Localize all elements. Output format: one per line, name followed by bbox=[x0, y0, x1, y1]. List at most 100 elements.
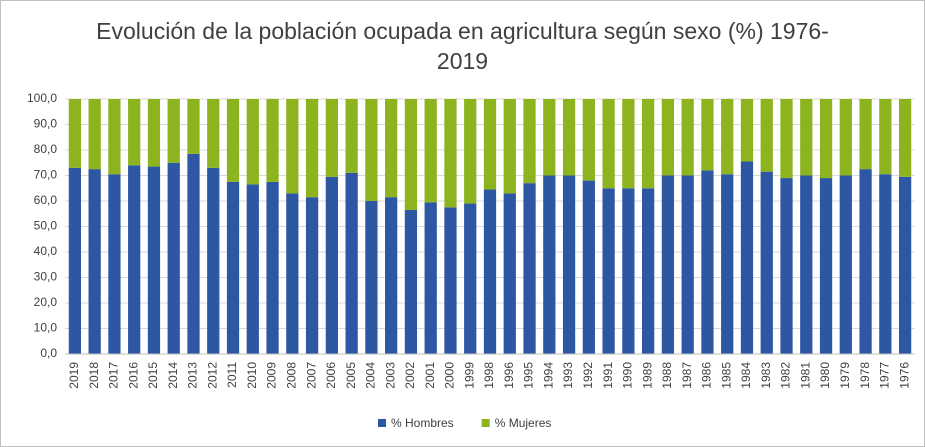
bar-segment bbox=[365, 99, 378, 201]
bar-segment bbox=[266, 181, 279, 354]
bar-segment bbox=[385, 197, 398, 354]
bar-segment bbox=[108, 174, 121, 354]
bar-segment bbox=[424, 99, 437, 203]
x-tick-label: 1992 bbox=[581, 362, 595, 389]
x-tick-label: 1978 bbox=[858, 362, 872, 389]
bar-segment bbox=[898, 99, 912, 177]
bar-segment bbox=[661, 99, 675, 176]
bar-segment bbox=[681, 99, 694, 176]
x-tick-label: 2009 bbox=[265, 362, 279, 389]
x-tick-label: 2004 bbox=[364, 362, 378, 389]
bar-segment bbox=[503, 193, 516, 354]
x-tick-label: 1993 bbox=[561, 362, 575, 389]
bar-segment bbox=[681, 175, 694, 354]
bar-segment bbox=[187, 153, 200, 354]
x-tick-label: 2008 bbox=[284, 362, 298, 389]
x-tick-label: 2015 bbox=[146, 362, 160, 389]
bar-segment bbox=[701, 170, 714, 354]
legend-label: % Hombres bbox=[391, 416, 454, 430]
y-tick-label: 50,0 bbox=[34, 219, 58, 233]
bar-segment bbox=[543, 175, 556, 354]
x-tick-label: 2005 bbox=[344, 362, 358, 389]
x-tick-label: 1981 bbox=[798, 362, 812, 389]
x-tick-label: 1989 bbox=[640, 362, 654, 389]
bar-segment bbox=[819, 99, 833, 179]
y-tick-label: 30,0 bbox=[34, 270, 58, 284]
bar-segment bbox=[444, 99, 457, 208]
x-tick-label: 2012 bbox=[205, 362, 219, 389]
bar-segment bbox=[226, 99, 240, 182]
bar-segment bbox=[800, 99, 813, 176]
y-tick-label: 70,0 bbox=[34, 168, 58, 182]
bar-segment bbox=[286, 193, 299, 354]
x-tick-label: 1998 bbox=[482, 362, 496, 389]
bar-segment bbox=[642, 99, 655, 189]
bar-segment bbox=[562, 175, 576, 354]
x-tick-label: 2018 bbox=[87, 362, 101, 389]
x-tick-label: 1983 bbox=[759, 362, 773, 389]
bar-segment bbox=[325, 176, 338, 354]
bar-segment bbox=[740, 161, 754, 354]
bar-segment bbox=[305, 99, 319, 198]
bar-segment bbox=[523, 99, 536, 184]
x-tick-label: 1991 bbox=[601, 362, 615, 389]
bar-segment bbox=[642, 188, 655, 354]
bar-segment bbox=[464, 99, 477, 204]
bar-segment bbox=[760, 99, 773, 172]
bar-segment bbox=[760, 171, 773, 354]
bar-segment bbox=[325, 99, 338, 177]
bar-segment bbox=[286, 99, 299, 194]
x-tick-label: 1994 bbox=[541, 362, 555, 389]
bar-segment bbox=[345, 172, 358, 354]
x-tick-label: 1986 bbox=[700, 362, 714, 389]
y-tick-label: 0,0 bbox=[40, 346, 57, 360]
bar-segment bbox=[800, 175, 813, 354]
bar-segment bbox=[661, 175, 675, 354]
x-tick-label: 2014 bbox=[166, 362, 180, 389]
bar-segment bbox=[167, 99, 180, 163]
bar-segment bbox=[187, 99, 200, 154]
bar-segment bbox=[385, 99, 398, 198]
bar-segment bbox=[839, 99, 852, 176]
bar-segment bbox=[207, 99, 220, 168]
bar-segment bbox=[582, 99, 595, 181]
y-tick-label: 60,0 bbox=[34, 193, 58, 207]
bar-segment bbox=[444, 207, 457, 354]
bar-segment bbox=[68, 167, 82, 354]
bar-segment bbox=[562, 99, 576, 176]
y-tick-label: 10,0 bbox=[34, 321, 58, 335]
bar-segment bbox=[483, 189, 497, 354]
x-tick-label: 2019 bbox=[67, 362, 81, 389]
bar-segment bbox=[128, 165, 141, 354]
x-tick-label: 1985 bbox=[719, 362, 733, 389]
x-tick-label: 1990 bbox=[621, 362, 635, 389]
x-tick-label: 1984 bbox=[739, 362, 753, 389]
bar-segment bbox=[305, 197, 319, 354]
bar-segment bbox=[859, 169, 872, 354]
legend-swatch bbox=[481, 419, 490, 427]
bar-segment bbox=[68, 99, 82, 168]
bar-segment bbox=[721, 174, 734, 354]
x-tick-label: 1988 bbox=[660, 362, 674, 389]
x-tick-label: 2016 bbox=[126, 362, 140, 389]
x-tick-label: 1999 bbox=[462, 362, 476, 389]
bar-segment bbox=[404, 209, 418, 354]
x-tick-label: 2011 bbox=[225, 362, 239, 388]
bar-segment bbox=[88, 169, 101, 354]
bar-segment bbox=[879, 174, 892, 354]
bar-segment bbox=[404, 99, 418, 210]
bar-segment bbox=[246, 184, 259, 354]
x-tick-label: 2001 bbox=[423, 362, 437, 389]
x-tick-label: 1979 bbox=[838, 362, 852, 389]
bar-segment bbox=[147, 166, 161, 354]
x-tick-label: 2000 bbox=[443, 362, 457, 389]
bar-segment bbox=[622, 188, 635, 354]
bar-segment bbox=[879, 99, 892, 175]
x-tick-label: 1982 bbox=[779, 362, 793, 389]
bar-segment bbox=[859, 99, 872, 170]
bar-segment bbox=[246, 99, 259, 185]
x-tick-label: 2002 bbox=[403, 362, 417, 389]
bar-segment bbox=[602, 99, 615, 189]
y-tick-label: 40,0 bbox=[34, 244, 58, 258]
x-tick-label: 1987 bbox=[680, 362, 694, 389]
